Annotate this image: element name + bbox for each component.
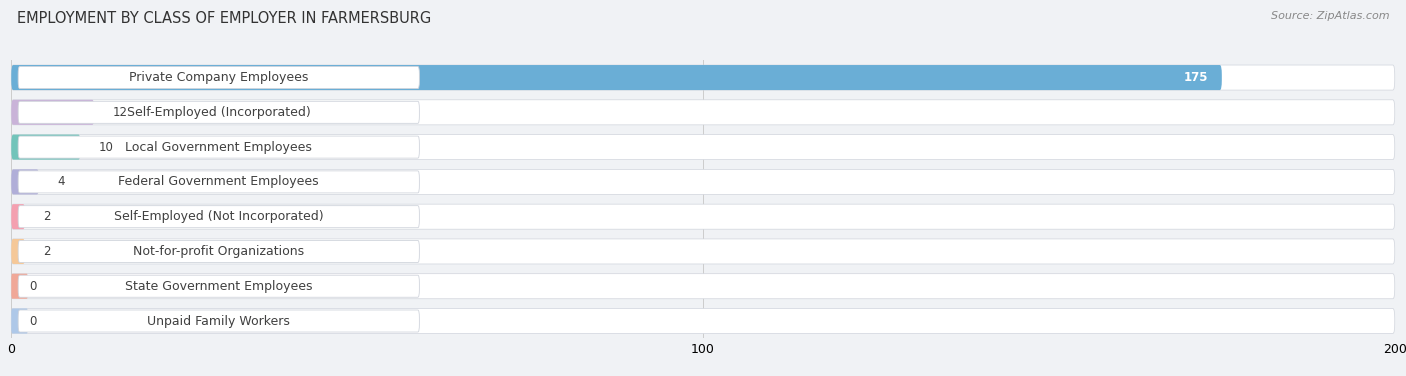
FancyBboxPatch shape — [18, 136, 419, 158]
Text: 0: 0 — [30, 280, 37, 293]
FancyBboxPatch shape — [11, 204, 1395, 229]
FancyBboxPatch shape — [11, 135, 1395, 160]
Text: Source: ZipAtlas.com: Source: ZipAtlas.com — [1271, 11, 1389, 21]
FancyBboxPatch shape — [11, 65, 1395, 90]
Text: Local Government Employees: Local Government Employees — [125, 141, 312, 154]
Text: Self-Employed (Not Incorporated): Self-Employed (Not Incorporated) — [114, 210, 323, 223]
FancyBboxPatch shape — [11, 239, 25, 264]
FancyBboxPatch shape — [18, 206, 419, 228]
Text: 0: 0 — [30, 314, 37, 327]
FancyBboxPatch shape — [11, 100, 94, 125]
FancyBboxPatch shape — [11, 274, 28, 299]
FancyBboxPatch shape — [11, 274, 1395, 299]
FancyBboxPatch shape — [11, 169, 39, 194]
FancyBboxPatch shape — [18, 240, 419, 262]
Text: Unpaid Family Workers: Unpaid Family Workers — [148, 314, 290, 327]
Text: 10: 10 — [98, 141, 114, 154]
FancyBboxPatch shape — [11, 239, 1395, 264]
FancyBboxPatch shape — [11, 135, 80, 160]
Text: EMPLOYMENT BY CLASS OF EMPLOYER IN FARMERSBURG: EMPLOYMENT BY CLASS OF EMPLOYER IN FARME… — [17, 11, 432, 26]
Text: 2: 2 — [44, 245, 51, 258]
FancyBboxPatch shape — [11, 204, 25, 229]
FancyBboxPatch shape — [18, 101, 419, 123]
Text: Private Company Employees: Private Company Employees — [129, 71, 308, 84]
Text: Not-for-profit Organizations: Not-for-profit Organizations — [134, 245, 304, 258]
FancyBboxPatch shape — [18, 171, 419, 193]
Text: 12: 12 — [112, 106, 128, 119]
FancyBboxPatch shape — [11, 308, 28, 334]
Text: 4: 4 — [56, 175, 65, 188]
FancyBboxPatch shape — [11, 100, 1395, 125]
FancyBboxPatch shape — [18, 310, 419, 332]
Text: Self-Employed (Incorporated): Self-Employed (Incorporated) — [127, 106, 311, 119]
Text: State Government Employees: State Government Employees — [125, 280, 312, 293]
FancyBboxPatch shape — [11, 308, 1395, 334]
Text: Federal Government Employees: Federal Government Employees — [118, 175, 319, 188]
Text: 2: 2 — [44, 210, 51, 223]
FancyBboxPatch shape — [11, 65, 1222, 90]
FancyBboxPatch shape — [11, 169, 1395, 194]
FancyBboxPatch shape — [18, 67, 419, 89]
FancyBboxPatch shape — [18, 275, 419, 297]
Text: 175: 175 — [1184, 71, 1208, 84]
